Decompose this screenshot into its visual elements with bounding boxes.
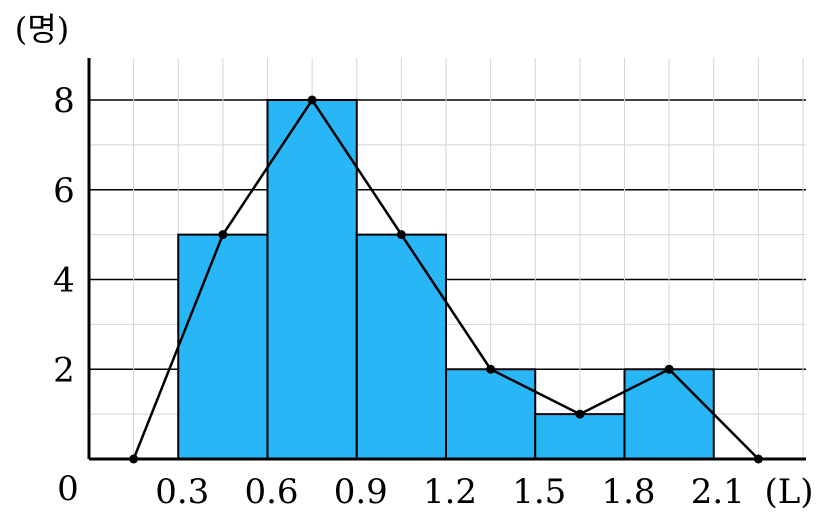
- polygon-point: [218, 230, 228, 240]
- y-tick-label: 4: [53, 261, 75, 301]
- axis-labels: (명) 0 (L) 2 4 6 8 0.3 0.6 0.9 1.2 1.5 1.8 2.1: [15, 10, 814, 512]
- frequency-polygon: [129, 95, 763, 464]
- polygon-line: [132, 97, 760, 460]
- polygon-point: [664, 364, 674, 374]
- y-axis-unit-label: (명): [15, 10, 69, 48]
- y-tick-label: 2: [53, 350, 75, 390]
- histogram-bar: [623, 368, 715, 460]
- polygon-point: [129, 454, 139, 464]
- histogram-bar: [177, 233, 269, 460]
- x-tick-label: 1.2: [423, 472, 477, 512]
- histogram-bar: [534, 413, 626, 460]
- x-axis-unit-label: (L): [764, 472, 813, 512]
- histogram-bar: [445, 368, 537, 460]
- x-tick-label: 2.1: [691, 472, 745, 512]
- polygon-point: [307, 95, 317, 105]
- x-tick-label: 0.3: [155, 472, 209, 512]
- y-tick-label: 6: [53, 171, 75, 211]
- y-tick-label: 8: [53, 81, 75, 121]
- x-tick-label: 1.8: [601, 472, 655, 512]
- polygon-point: [396, 230, 406, 240]
- axes: [87, 58, 806, 461]
- histogram-bar: [355, 233, 447, 460]
- polygon-point: [753, 454, 763, 464]
- x-tick-label: 1.5: [512, 472, 566, 512]
- polygon-point: [575, 409, 585, 419]
- x-tick-label: 0.9: [334, 472, 388, 512]
- polygon-point: [486, 364, 496, 374]
- histogram-bar: [266, 99, 358, 460]
- x-tick-label: 0.6: [244, 472, 298, 512]
- origin-label: 0: [57, 469, 79, 509]
- histogram-bars: [177, 99, 715, 460]
